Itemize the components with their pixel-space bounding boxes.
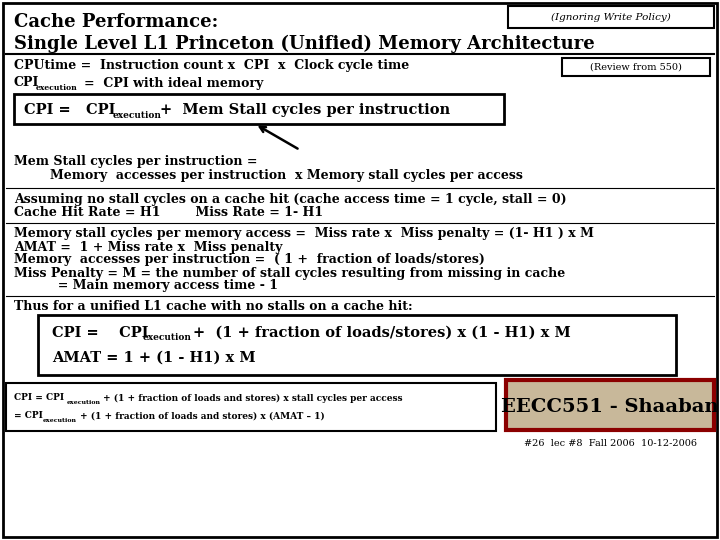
Text: Cache Performance:: Cache Performance: [14, 13, 218, 31]
Text: Memory  accesses per instruction  x Memory stall cycles per access: Memory accesses per instruction x Memory… [50, 170, 523, 183]
Text: = CPI: = CPI [14, 411, 43, 421]
Text: Memory  accesses per instruction =  ( 1 +  fraction of loads/stores): Memory accesses per instruction = ( 1 + … [14, 253, 485, 267]
Text: =  CPI with ideal memory: = CPI with ideal memory [84, 77, 264, 90]
Text: CPI =    CPI: CPI = CPI [52, 326, 148, 340]
Text: Thus for a unified L1 cache with no stalls on a cache hit:: Thus for a unified L1 cache with no stal… [14, 300, 413, 314]
Text: Mem Stall cycles per instruction =: Mem Stall cycles per instruction = [14, 156, 258, 168]
Text: (Ignoring Write Policy): (Ignoring Write Policy) [551, 12, 671, 22]
Text: AMAT = 1 + (1 - H1) x M: AMAT = 1 + (1 - H1) x M [52, 351, 256, 365]
Text: Assuming no stall cycles on a cache hit (cache access time = 1 cycle, stall = 0): Assuming no stall cycles on a cache hit … [14, 192, 567, 206]
Text: Cache Hit Rate = H1        Miss Rate = 1- H1: Cache Hit Rate = H1 Miss Rate = 1- H1 [14, 206, 323, 219]
Text: execution: execution [43, 418, 77, 423]
Text: execution: execution [143, 334, 192, 342]
Text: +  Mem Stall cycles per instruction: + Mem Stall cycles per instruction [160, 103, 450, 117]
Text: CPUtime =  Instruction count x  CPI  x  Clock cycle time: CPUtime = Instruction count x CPI x Cloc… [14, 59, 409, 72]
Text: AMAT =  1 + Miss rate x  Miss penalty: AMAT = 1 + Miss rate x Miss penalty [14, 240, 282, 253]
Text: + (1 + fraction of loads and stores) x (AMAT – 1): + (1 + fraction of loads and stores) x (… [80, 411, 325, 421]
Text: execution: execution [36, 84, 78, 92]
Bar [562, 58, 710, 76]
Text: EECC551 - Shaaban: EECC551 - Shaaban [501, 398, 719, 416]
Text: Memory stall cycles per memory access =  Miss rate x  Miss penalty = (1- H1 ) x : Memory stall cycles per memory access = … [14, 227, 594, 240]
Text: #26  lec #8  Fall 2006  10-12-2006: #26 lec #8 Fall 2006 10-12-2006 [523, 438, 696, 448]
Text: CPI: CPI [14, 77, 40, 90]
Text: = Main memory access time - 1: = Main memory access time - 1 [14, 280, 278, 293]
Text: Single Level L1 Princeton (Unified) Memory Architecture: Single Level L1 Princeton (Unified) Memo… [14, 35, 595, 53]
Text: Miss Penalty = M = the number of stall cycles resulting from missing in cache: Miss Penalty = M = the number of stall c… [14, 267, 565, 280]
Text: CPI =   CPI: CPI = CPI [24, 103, 115, 117]
Text: execution: execution [113, 111, 162, 119]
Text: +  (1 + fraction of loads/stores) x (1 - H1) x M: + (1 + fraction of loads/stores) x (1 - … [193, 326, 571, 340]
Text: + (1 + fraction of loads and stores) x stall cycles per access: + (1 + fraction of loads and stores) x s… [103, 394, 402, 402]
Text: execution: execution [67, 401, 101, 406]
Bar [14, 94, 504, 124]
Bar [6, 383, 496, 431]
Text: CPI = CPI: CPI = CPI [14, 394, 64, 402]
Text: (Review from 550): (Review from 550) [590, 63, 682, 71]
Bar [38, 315, 676, 375]
Bar [508, 6, 714, 28]
Bar [506, 380, 714, 430]
